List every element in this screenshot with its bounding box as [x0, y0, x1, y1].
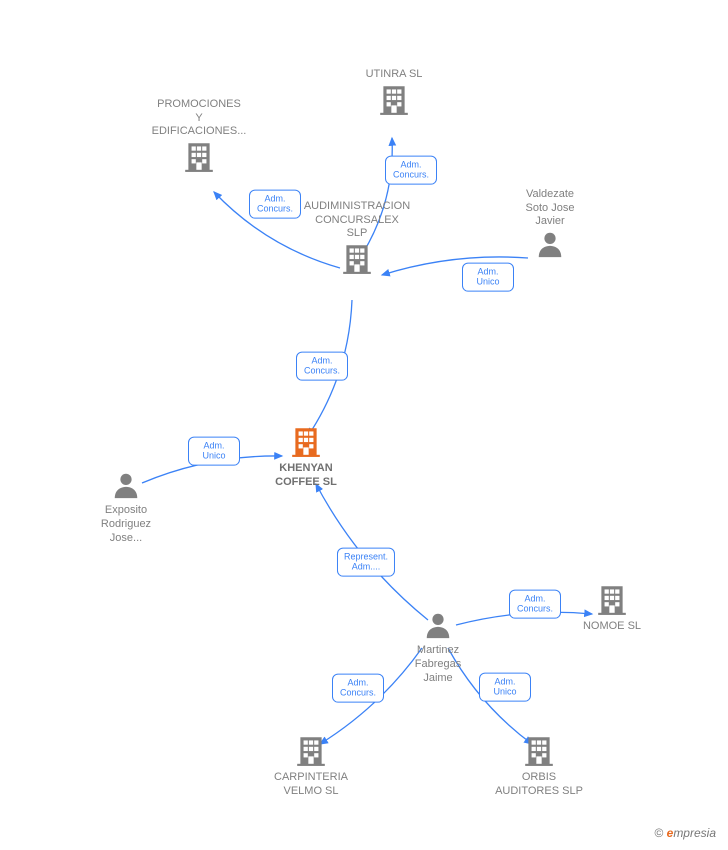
- node-label: PROMOCIONES Y EDIFICACIONES...: [139, 98, 259, 139]
- node-label: ORBIS AUDITORES SLP: [479, 771, 599, 799]
- person-icon: [423, 610, 453, 640]
- brand-rest: mpresia: [673, 826, 716, 840]
- diagram-canvas: KHENYAN COFFEE SL AUDIMINISTRACION CONCUR…: [0, 0, 728, 850]
- person-icon: [111, 470, 141, 500]
- node-exposito[interactable]: Exposito Rodriguez Jose...: [66, 470, 186, 545]
- node-promo[interactable]: PROMOCIONES Y EDIFICACIONES...: [139, 94, 259, 173]
- node-label: KHENYAN COFFEE SL: [246, 462, 366, 490]
- building-icon: [289, 424, 323, 458]
- node-carpinteria[interactable]: CARPINTERIA VELMO SL: [251, 733, 371, 799]
- building-icon: [294, 733, 328, 767]
- edge-label-martinez-carpinteria[interactable]: Adm. Concurs.: [332, 674, 384, 703]
- edge-label-exposito-khenyan[interactable]: Adm. Unico: [188, 437, 240, 466]
- edge-label-audim-promo[interactable]: Adm. Concurs.: [249, 190, 301, 219]
- node-label: CARPINTERIA VELMO SL: [251, 771, 371, 799]
- building-icon: [182, 139, 216, 173]
- building-icon: [377, 82, 411, 116]
- edge-label-martinez-orbis[interactable]: Adm. Unico: [479, 673, 531, 702]
- node-label: AUDIMINISTRACION CONCURSALEX SLP: [297, 200, 417, 241]
- edge-label-valdezate-audim[interactable]: Adm. Unico: [462, 263, 514, 292]
- building-icon: [595, 582, 629, 616]
- node-label: Exposito Rodriguez Jose...: [66, 504, 186, 545]
- edge-label-martinez-nomoe[interactable]: Adm. Concurs.: [509, 590, 561, 619]
- node-nomoe[interactable]: NOMOE SL: [552, 582, 672, 634]
- node-label: UTINRA SL: [334, 68, 454, 82]
- node-audim[interactable]: AUDIMINISTRACION CONCURSALEX SLP: [297, 196, 417, 275]
- copyright: © empresia: [654, 826, 716, 840]
- edge-label-audim-khenyan[interactable]: Adm. Concurs.: [296, 352, 348, 381]
- copyright-symbol: ©: [654, 826, 663, 840]
- node-khenyan[interactable]: KHENYAN COFFEE SL: [246, 424, 366, 490]
- node-utinra[interactable]: UTINRA SL: [334, 64, 454, 116]
- edge-label-audim-utinra[interactable]: Adm. Concurs.: [385, 156, 437, 185]
- edge-label-martinez-khenyan[interactable]: Represent. Adm....: [337, 548, 395, 577]
- node-valdezate[interactable]: Valdezate Soto Jose Javier: [490, 184, 610, 259]
- building-icon: [522, 733, 556, 767]
- node-orbis[interactable]: ORBIS AUDITORES SLP: [479, 733, 599, 799]
- node-label: Valdezate Soto Jose Javier: [490, 188, 610, 229]
- person-icon: [535, 229, 565, 259]
- node-label: NOMOE SL: [552, 620, 672, 634]
- building-icon: [340, 241, 374, 275]
